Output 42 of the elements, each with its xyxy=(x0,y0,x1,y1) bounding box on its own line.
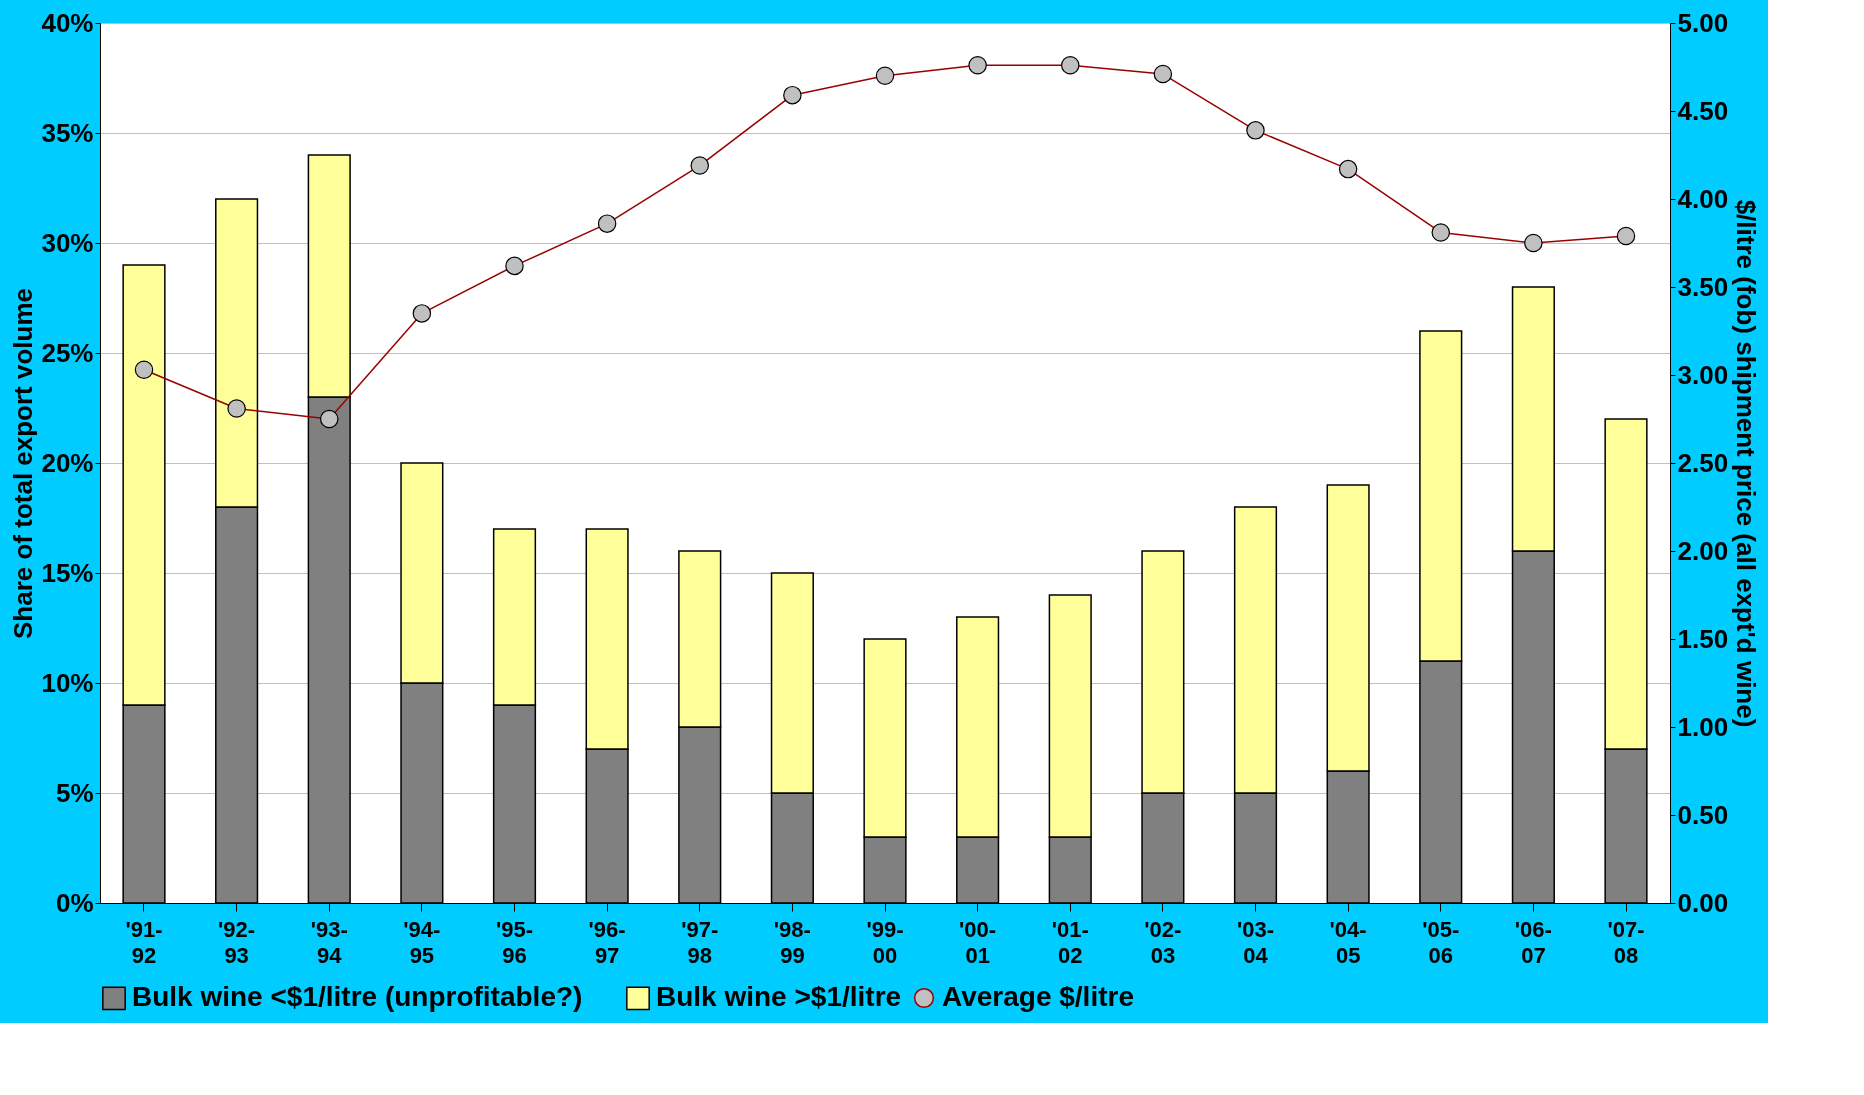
y-tick-label: 15% xyxy=(41,557,94,588)
x-tick-label: '00-01 xyxy=(959,916,997,968)
y-tick-label: 35% xyxy=(41,117,94,148)
y-axis-title: Share of total export volume xyxy=(8,287,39,640)
x-tick-label: '03-04 xyxy=(1236,916,1275,968)
y2-tick-label: 5.00 xyxy=(1677,7,1729,38)
y-tick-label: 5% xyxy=(55,777,94,808)
y-tick-label: 0% xyxy=(55,887,94,918)
y2-tick-label: 1.00 xyxy=(1677,711,1729,742)
y-tick-label: 40% xyxy=(41,7,94,38)
y-tick-label: 30% xyxy=(41,227,94,258)
legend-label: Bulk wine >$1/litre xyxy=(656,981,902,1013)
y2-tick-label: 4.50 xyxy=(1677,95,1729,126)
x-tick-label: '02-03 xyxy=(1144,916,1182,968)
y2-tick-label: 4.00 xyxy=(1677,183,1729,214)
x-tick-label: '05-06 xyxy=(1422,916,1460,968)
y-tick-label: 10% xyxy=(41,667,94,698)
x-tick-label: '96-97 xyxy=(588,916,626,968)
x-tick-label: '92-93 xyxy=(218,916,256,968)
x-tick-label: '91-92 xyxy=(125,916,163,968)
y2-axis-title: $/litre (fob) shipment price (all expt'd wine) xyxy=(1731,199,1762,728)
y2-tick-label: 1.50 xyxy=(1677,623,1729,654)
x-tick-label: '01-02 xyxy=(1051,916,1089,968)
x-tick-label: '94-95 xyxy=(403,916,441,968)
x-tick-label: '07-08 xyxy=(1607,916,1645,968)
y2-tick-label: 2.50 xyxy=(1677,447,1729,478)
x-tick-label: '95-96 xyxy=(495,916,534,968)
x-tick-label: '93-94 xyxy=(310,916,348,968)
x-tick-label: '04-05 xyxy=(1329,916,1367,968)
y2-tick-label: 3.00 xyxy=(1677,359,1729,390)
y2-tick-label: 0.00 xyxy=(1677,887,1729,918)
legend-label: Average $/litre xyxy=(942,981,1134,1012)
x-tick-label: '06-07 xyxy=(1514,916,1552,968)
legend-label: Bulk wine <$1/litre (unprofitable?) xyxy=(132,981,583,1013)
y-tick-label: 20% xyxy=(41,447,94,478)
x-tick-label: '97-98 xyxy=(681,916,719,968)
x-tick-label: '99-00 xyxy=(866,916,904,968)
y2-tick-label: 2.00 xyxy=(1677,535,1729,566)
y2-tick-label: 3.50 xyxy=(1677,271,1729,302)
y-tick-label: 25% xyxy=(41,337,94,368)
y2-tick-label: 0.50 xyxy=(1677,799,1729,830)
x-tick-label: '98-99 xyxy=(773,916,811,968)
